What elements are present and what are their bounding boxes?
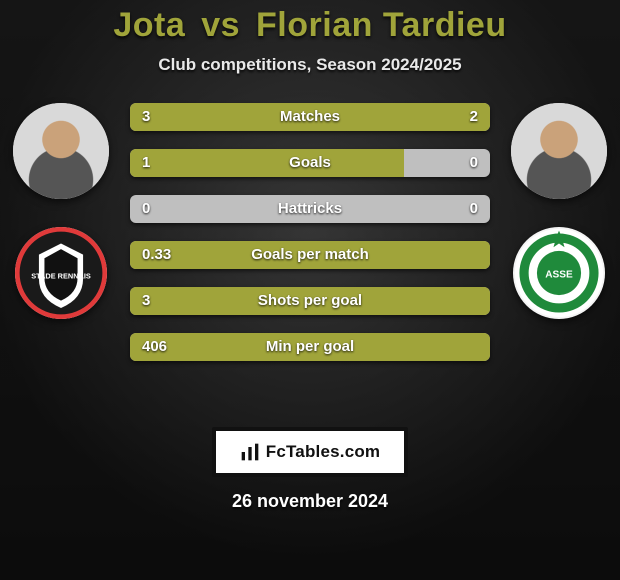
metric-label: Min per goal <box>130 333 490 361</box>
metric-row: 32Matches <box>130 103 490 131</box>
avatar-placeholder-icon <box>13 103 109 199</box>
date-label: 26 november 2024 <box>0 491 620 512</box>
metric-row: 00Hattricks <box>130 195 490 223</box>
player2-club-badge: ASSE <box>513 227 605 319</box>
svg-text:STADE RENNAIS: STADE RENNAIS <box>31 272 91 281</box>
metric-label: Shots per goal <box>130 287 490 315</box>
title-vs: vs <box>201 6 240 44</box>
player2-avatar <box>511 103 607 199</box>
club-badge-icon: STADE RENNAIS <box>15 227 107 319</box>
left-column: STADE RENNAIS <box>6 103 116 319</box>
branding-text: FcTables.com <box>266 442 381 462</box>
club-badge-icon: ASSE <box>513 227 605 319</box>
metric-label: Matches <box>130 103 490 131</box>
title-player2: Florian Tardieu <box>256 6 507 44</box>
metric-row: 3Shots per goal <box>130 287 490 315</box>
player1-club-badge: STADE RENNAIS <box>15 227 107 319</box>
subtitle: Club competitions, Season 2024/2025 <box>0 55 620 75</box>
metric-row: 406Min per goal <box>130 333 490 361</box>
right-column: ASSE <box>504 103 614 319</box>
comparison-card: Jota vs Florian Tardieu Club competition… <box>0 0 620 580</box>
svg-text:ASSE: ASSE <box>545 270 573 281</box>
title-player1: Jota <box>113 6 185 44</box>
fctables-logo-icon <box>240 442 260 462</box>
metric-bars: 32Matches 10Goals 00Hattricks 0.33Goals per… <box>130 103 490 361</box>
avatar-placeholder-icon <box>511 103 607 199</box>
page-title: Jota vs Florian Tardieu <box>0 6 620 45</box>
metric-row: 10Goals <box>130 149 490 177</box>
metric-label: Goals per match <box>130 241 490 269</box>
metric-label: Goals <box>130 149 490 177</box>
branding-badge: FcTables.com <box>212 427 408 477</box>
comparison-body: STADE RENNAIS ASSE 32Matches 10Goals 00Hat… <box>0 103 620 403</box>
player1-avatar <box>13 103 109 199</box>
metric-label: Hattricks <box>130 195 490 223</box>
metric-row: 0.33Goals per match <box>130 241 490 269</box>
